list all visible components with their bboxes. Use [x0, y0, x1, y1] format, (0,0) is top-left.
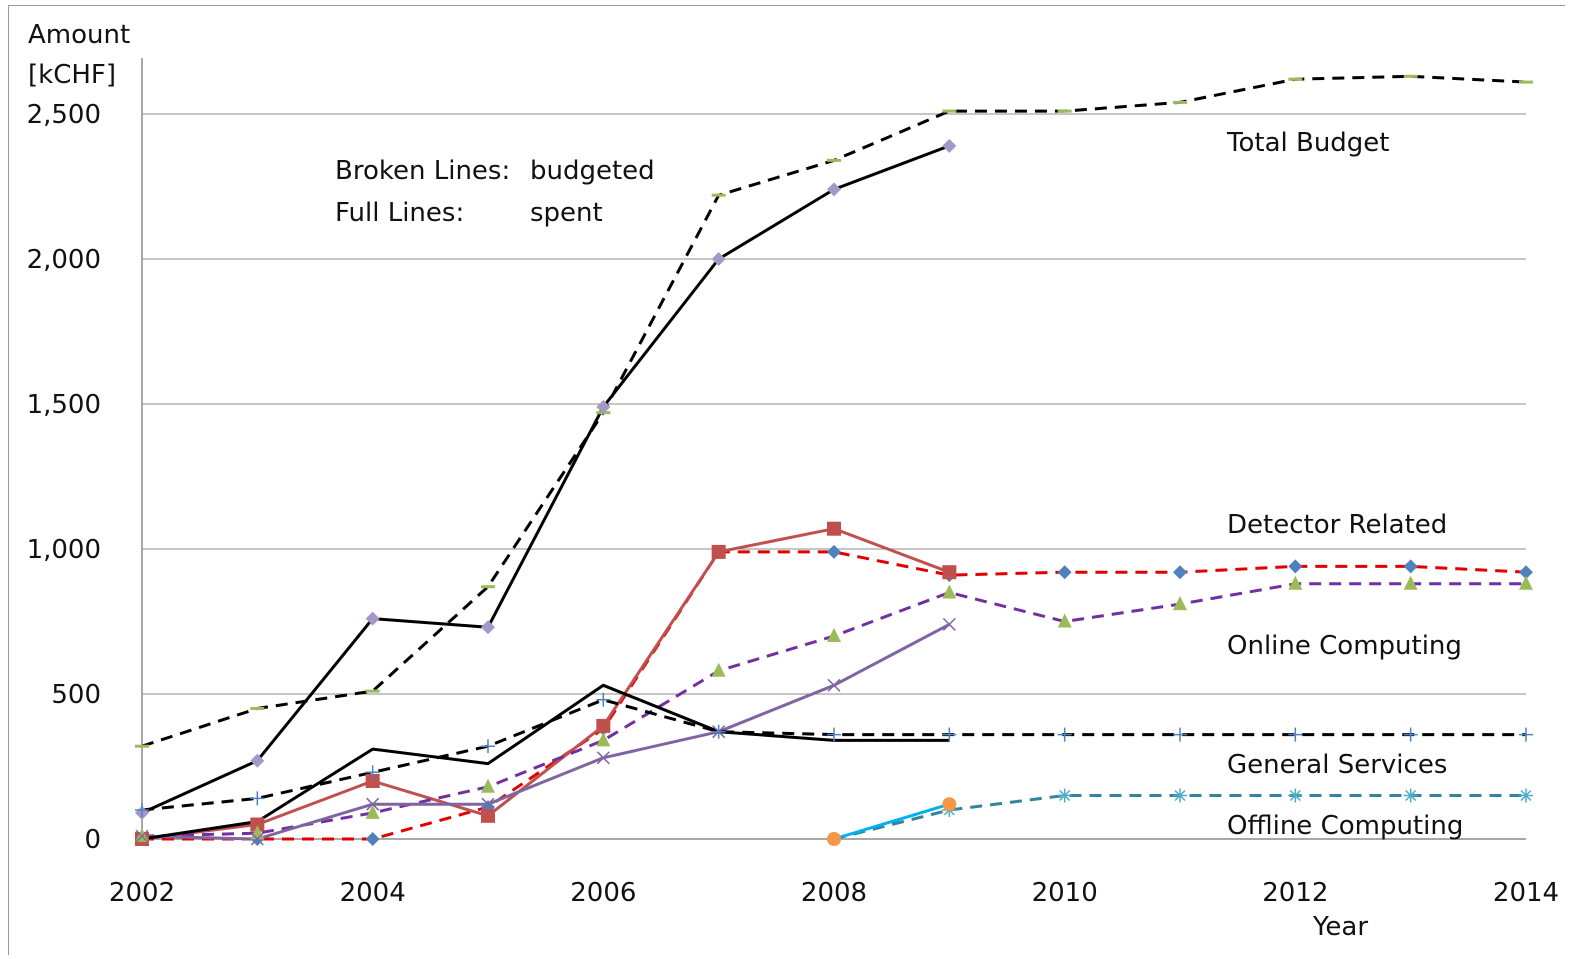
- y-axis-label-line-1: Amount: [28, 20, 131, 50]
- series-general-budgeted-point: [365, 765, 380, 780]
- series-online-budgeted-point: [1057, 613, 1072, 628]
- series-online-budgeted-point: [365, 804, 380, 819]
- y-tick-label: 500: [51, 680, 101, 710]
- series-online-budgeted-point: [1403, 575, 1418, 590]
- series-total-spent-point: [596, 399, 611, 414]
- series-general-budgeted-point: [481, 739, 495, 754]
- x-tick-label: 2010: [1032, 878, 1098, 908]
- x-tick-label: 2002: [109, 878, 175, 908]
- series-detector-budgeted-point: [827, 544, 841, 559]
- series-detector-spent-point: [711, 544, 726, 559]
- annotation-broken-lines-key: Broken Lines:: [335, 156, 511, 186]
- chart-frame-left: [8, 5, 9, 955]
- series-online-spent-point: [135, 829, 149, 843]
- x-tick-label: 2008: [801, 878, 867, 908]
- series-general-budgeted-point: [942, 727, 957, 742]
- series-online-budgeted-point: [596, 732, 611, 747]
- series-total-spent-point: [711, 252, 726, 266]
- series-general-spent-line: [141, 683, 950, 841]
- x-tick-label: 2006: [570, 878, 636, 908]
- series-detector-spent-point: [942, 565, 957, 580]
- series-general-budgeted-point: [596, 692, 611, 707]
- series-total-spent-point: [942, 138, 957, 153]
- series-detector-budgeted-point: [1519, 565, 1533, 580]
- x-axis-label: Year: [1313, 912, 1369, 942]
- series-online-budgeted-point: [481, 778, 495, 793]
- series-offline-budgeted-point: [1403, 788, 1418, 803]
- series-general-budgeted-point: [250, 791, 265, 806]
- series-online-budgeted-point: [827, 628, 841, 642]
- series-general-budgeted-point: [1403, 727, 1418, 742]
- series-total-spent-point: [827, 182, 841, 197]
- series-general-budgeted-point: [1288, 727, 1303, 742]
- annotation-full-lines-key: Full Lines:: [335, 198, 465, 228]
- x-tick-label: 2012: [1262, 878, 1328, 908]
- series-general-budgeted-point: [1173, 727, 1187, 742]
- annotation-full-lines-value: spent: [530, 198, 603, 228]
- series-label-general-services: General Services: [1227, 750, 1448, 780]
- y-tick-label: 2,500: [27, 100, 101, 130]
- series-online-spent-line: [141, 623, 951, 841]
- series-detector-spent-line: [141, 527, 950, 841]
- series-general-budgeted-point: [135, 803, 149, 817]
- series-online-budgeted-line: [141, 582, 1526, 838]
- series-offline-budgeted-point: [1288, 788, 1303, 803]
- series-detector-spent-point: [827, 521, 841, 536]
- series-online-budgeted-point: [1519, 575, 1533, 590]
- y-tick-label: 0: [84, 825, 101, 855]
- series-label-online-computing: Online Computing: [1227, 631, 1462, 661]
- series-detector-spent-point: [481, 808, 495, 823]
- series-online-budgeted-point: [1173, 596, 1187, 611]
- y-tick-label: 2,000: [27, 245, 101, 275]
- series-detector-budgeted-point: [1057, 565, 1072, 580]
- series-detector-spent-point: [365, 774, 380, 788]
- series-offline-spent-point: [942, 797, 957, 812]
- series-total-spent-line: [141, 144, 950, 815]
- series-markers: [135, 74, 1533, 846]
- annotation-broken-lines-value: budgeted: [530, 156, 655, 186]
- series-detector-budgeted-point: [1288, 559, 1303, 574]
- annotation-broken-lines: Broken Lines: budgeted: [335, 156, 655, 186]
- series-offline-spent-line: [833, 802, 950, 841]
- series-general-budgeted-point: [1519, 727, 1533, 742]
- series-detector-spent-point: [596, 718, 611, 733]
- series-total-spent-point: [365, 611, 380, 626]
- x-tick-label: 2014: [1493, 878, 1559, 908]
- y-axis-label-line-2: [kCHF]: [28, 60, 117, 90]
- series-offline-budgeted-point: [1519, 788, 1533, 803]
- series-online-spent-point: [366, 797, 380, 811]
- series-detector-budgeted-point: [1403, 559, 1418, 574]
- x-tick-labels: 2002 2004 2006 2008 2010 2012 2014: [109, 878, 1559, 908]
- series-general-budgeted-point: [827, 727, 841, 742]
- series-detector-budgeted-point: [365, 832, 380, 846]
- series-label-offline-computing: Offline Computing: [1227, 811, 1464, 841]
- series-online-budgeted-point: [1288, 575, 1303, 590]
- chart-frame-top: [8, 5, 1565, 6]
- series-online-spent-point: [481, 797, 495, 811]
- x-tick-label: 2004: [340, 878, 406, 908]
- series-offline-budgeted-point: [1173, 788, 1187, 803]
- series-online-spent-point: [250, 832, 264, 846]
- series-detector-budgeted-point: [1173, 565, 1187, 580]
- series-total-spent-point: [250, 753, 265, 768]
- series-online-spent-point: [942, 617, 956, 631]
- series-general-budgeted-point: [1057, 727, 1072, 742]
- y-tick-labels: 0 500 1,000 1,500 2,000 2,500: [27, 100, 101, 855]
- series-label-total-budget: Total Budget: [1227, 128, 1390, 158]
- series-total-spent-point: [481, 620, 495, 635]
- y-tick-label: 1,000: [27, 535, 101, 565]
- series-online-budgeted-point: [711, 662, 726, 677]
- series-offline-spent-point: [827, 832, 841, 846]
- series-label-detector-related: Detector Related: [1227, 510, 1448, 540]
- series-detector-spent-point: [250, 817, 265, 832]
- series-online-budgeted-point: [942, 584, 957, 599]
- series-online-spent-point: [827, 678, 841, 692]
- series-general-budgeted-point: [711, 724, 726, 739]
- series-offline-budgeted-point: [1057, 788, 1072, 803]
- series-online-spent-point: [596, 751, 610, 765]
- y-tick-label: 1,500: [27, 390, 101, 420]
- annotation-full-lines: Full Lines: spent: [335, 198, 603, 228]
